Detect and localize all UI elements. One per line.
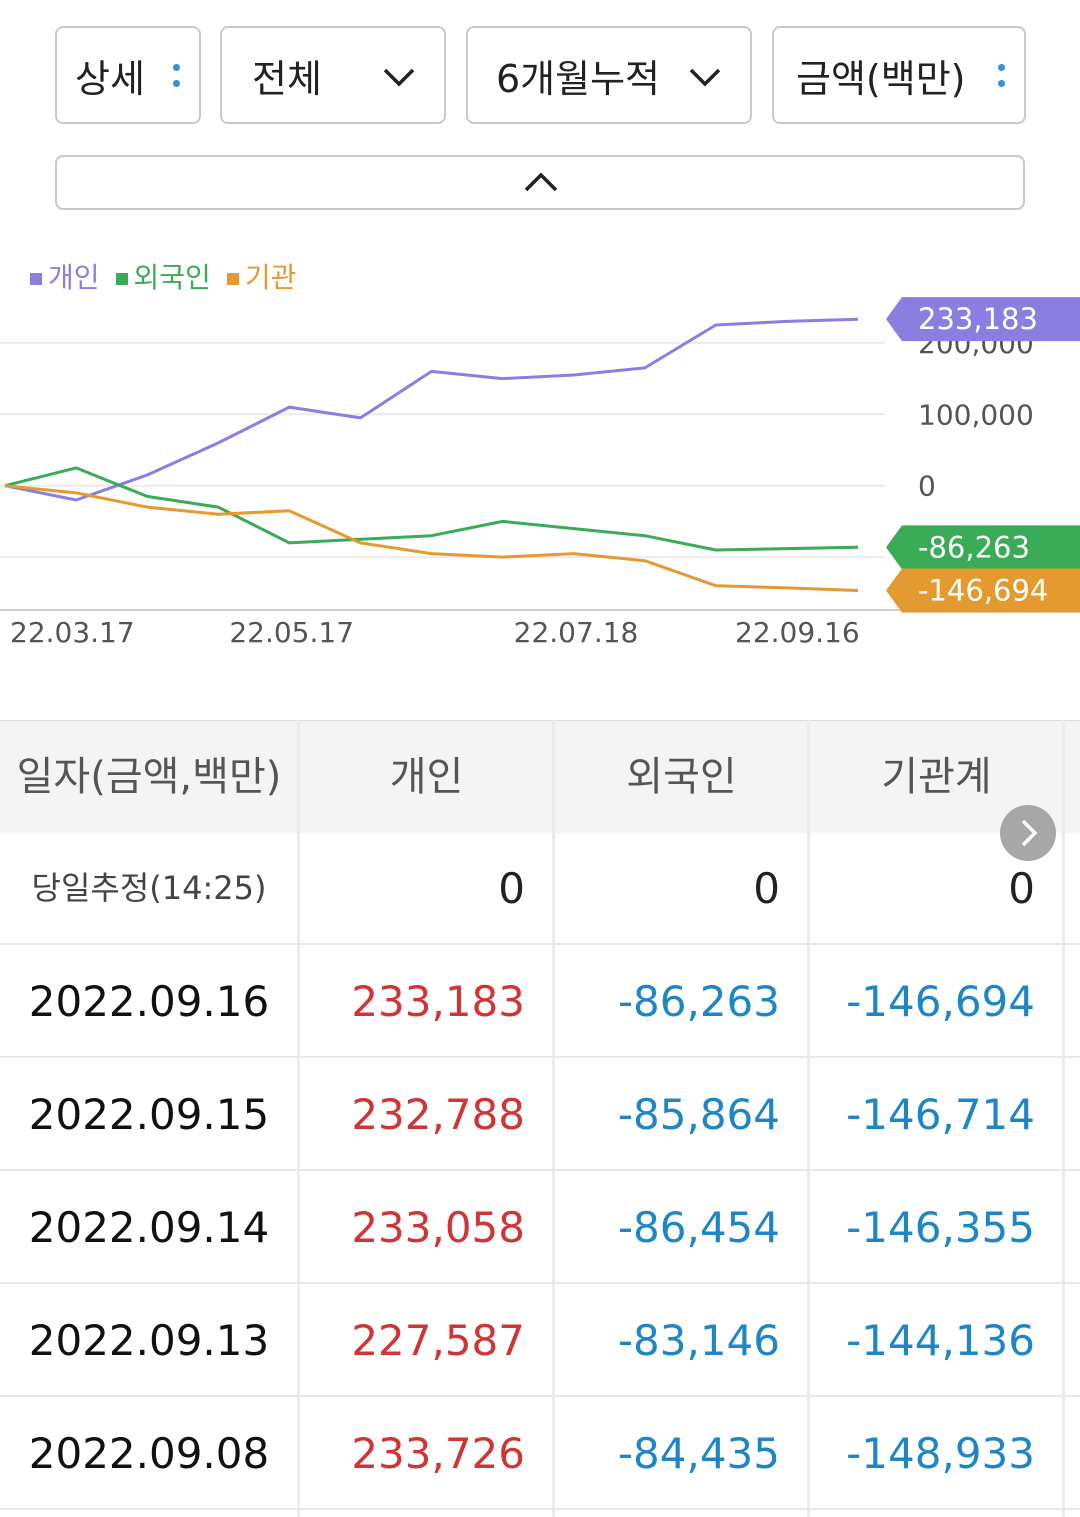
row-institution: -148,933 [846,1429,1035,1478]
header-institution: 기관계 [881,754,992,800]
cumulative-trade-chart: 200,000100,0000233,183-86,263-146,69422.… [0,297,1080,649]
header-foreign: 외국인 [626,754,737,800]
row-individual: 233,058 [351,1203,525,1252]
series-line [4,484,859,592]
table-row[interactable]: 2022.09.08 233,726 -84,435 -148,933 [0,1397,1080,1510]
row-date: 2022.09.13 [28,1316,270,1365]
unit-dropdown[interactable]: 금액(백만) [772,26,1026,124]
chevron-up-icon [524,172,558,192]
detail-label: 상세 [75,56,145,101]
column-divider [297,720,300,1517]
row-date: 2022.09.14 [28,1203,270,1252]
legend-swatch [226,273,239,285]
row-date: 2022.09.16 [28,977,270,1026]
legend-item-individual: 개인 [30,256,100,296]
today-institution: 0 [1008,864,1035,913]
end-value-tag [886,297,1080,342]
detail-dropdown[interactable]: 상세 [55,26,201,124]
row-date: 2022.09.15 [28,1090,270,1139]
y-tick-label: 0 [918,470,936,503]
legend-item-foreign: 외국인 [115,256,211,296]
today-date: 당일추정(14:25) [31,869,267,907]
more-dots-icon [173,64,181,96]
x-tick-label: 22.03.17 [10,616,135,649]
chevron-down-icon [689,68,721,87]
more-dots-icon [998,64,1006,96]
scroll-right-button[interactable] [1000,805,1056,861]
row-foreign: -86,263 [617,977,780,1026]
table-header: 일자(금액,백만) 개인 외국인 기관계 [0,720,1080,833]
row-foreign: -86,454 [617,1203,780,1252]
legend-item-institution: 기관 [226,256,297,296]
column-divider [552,720,555,1517]
end-value-label: -146,694 [918,573,1048,607]
row-foreign: -85,864 [617,1090,780,1139]
legend-label: 기관 [244,261,297,294]
x-tick-label: 22.05.17 [229,616,354,649]
header-date: 일자(금액,백만) [16,754,282,800]
period-dropdown[interactable]: 6개월누적 [466,26,752,124]
table-row[interactable]: 2022.09.13 227,587 -83,146 -144,136 [0,1284,1080,1397]
x-tick-label: 22.09.16 [735,616,860,649]
unit-label: 금액(백만) [796,56,966,101]
chevron-down-icon [383,68,415,87]
table-row[interactable]: 2022.09.16 233,183 -86,263 -146,694 [0,945,1080,1058]
collapse-chart-button[interactable] [55,155,1025,210]
row-individual: 233,726 [351,1429,525,1478]
end-value-label: 233,183 [918,302,1038,336]
period-label: 6개월누적 [496,56,661,101]
table-row[interactable]: 2022.09.14 233,058 -86,454 -146,355 [0,1171,1080,1284]
series-line [4,317,859,502]
end-value-label: -86,263 [918,530,1030,564]
header-individual: 개인 [389,754,464,800]
table-row-today: 당일추정(14:25) 0 0 0 [0,832,1080,945]
y-tick-label: 100,000 [918,398,1034,431]
row-foreign: -83,146 [617,1316,780,1365]
end-value-tag [886,568,1080,613]
legend-label: 개인 [48,261,100,294]
scope-dropdown[interactable]: 전체 [220,26,446,124]
legend-label: 외국인 [133,261,211,294]
chevron-right-icon [1021,819,1038,847]
row-institution: -146,355 [846,1203,1035,1252]
today-foreign: 0 [753,864,780,913]
row-institution: -146,714 [846,1090,1035,1139]
today-individual: 0 [498,864,525,913]
row-individual: 232,788 [351,1090,525,1139]
chart-legend: 개인 외국인 기관 [30,256,296,296]
row-individual: 227,587 [351,1316,525,1365]
x-tick-label: 22.07.18 [514,616,639,649]
legend-swatch [115,273,128,285]
scope-label: 전체 [252,56,322,101]
legend-swatch [30,273,42,285]
column-divider [807,720,810,1517]
column-divider [1062,720,1065,1517]
row-date: 2022.09.08 [28,1429,270,1478]
table-row[interactable]: 2022.09.15 232,788 -85,864 -146,714 [0,1058,1080,1171]
end-value-tag [886,525,1080,570]
row-institution: -144,136 [846,1316,1035,1365]
row-individual: 233,183 [351,977,525,1026]
row-institution: -146,694 [846,977,1035,1026]
row-foreign: -84,435 [617,1429,780,1478]
